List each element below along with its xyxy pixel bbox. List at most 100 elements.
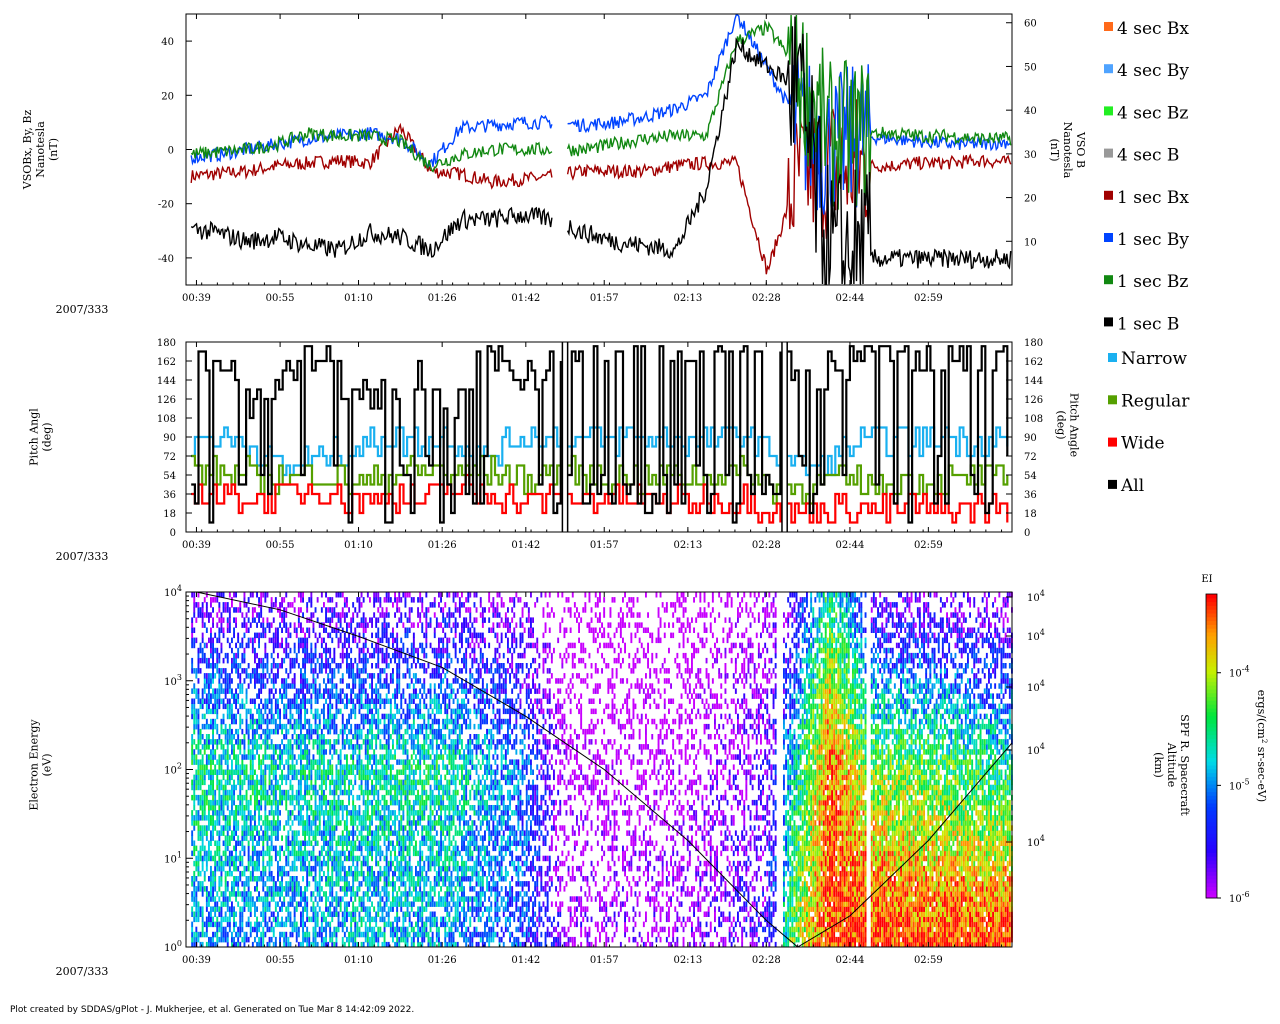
spec-cell xyxy=(366,718,369,725)
spec-cell xyxy=(277,632,279,639)
spec-cell xyxy=(346,647,348,654)
spec-cell xyxy=(325,779,327,786)
spec-cell xyxy=(383,718,386,725)
spec-cell xyxy=(235,850,237,857)
spec-cell xyxy=(381,911,384,917)
spec-cell xyxy=(304,825,306,831)
spec-cell xyxy=(291,769,294,775)
spec-cell xyxy=(193,607,196,613)
spec-cell xyxy=(396,703,399,710)
spec-cell xyxy=(216,713,219,720)
spec-cell xyxy=(272,916,275,923)
spec-cell xyxy=(352,805,355,811)
spec-cell xyxy=(379,683,382,689)
spec-cell xyxy=(300,622,302,628)
spec-cell xyxy=(272,749,275,755)
spec-cell xyxy=(320,794,323,801)
spec-cell xyxy=(224,799,227,806)
spec-cell xyxy=(306,936,309,943)
spec-cell xyxy=(251,779,254,786)
pa-ytick-left-label: 162 xyxy=(157,357,176,368)
spec-cell xyxy=(316,810,319,816)
spec-cell xyxy=(396,916,399,923)
spec-cell xyxy=(222,825,225,831)
spec-cell xyxy=(251,855,254,862)
spec-cell xyxy=(300,941,302,948)
spec-cell xyxy=(362,642,365,649)
spec-cell xyxy=(308,739,311,745)
spec-cell xyxy=(402,592,405,598)
spec-cell xyxy=(333,744,336,750)
spec-cell xyxy=(381,607,384,613)
spec-cell xyxy=(379,926,382,933)
spec-cell xyxy=(291,759,294,765)
spec-cell xyxy=(394,881,396,887)
spec-cell xyxy=(335,622,338,628)
spec-cell xyxy=(316,941,319,948)
spec-cell xyxy=(285,931,288,938)
spec-cell xyxy=(256,830,258,836)
spec-cell xyxy=(335,825,338,831)
spec-cell xyxy=(408,850,411,857)
spec-cell xyxy=(352,830,355,836)
spec-cell xyxy=(341,815,344,821)
spec-cell xyxy=(195,926,198,933)
spec-cell xyxy=(398,769,401,775)
spec-cell xyxy=(375,698,378,704)
spec-cell xyxy=(295,708,298,715)
spec-cell xyxy=(362,683,365,689)
spec-cell xyxy=(417,728,419,735)
spec-cell xyxy=(237,835,240,841)
spec-cell xyxy=(264,881,267,887)
spec-cell xyxy=(375,769,378,775)
spec-cell xyxy=(404,602,407,608)
spec-cell xyxy=(208,850,210,857)
spec-cell xyxy=(264,673,267,679)
spec-cell xyxy=(226,805,229,811)
spec-cell xyxy=(406,820,409,826)
spec-cell xyxy=(333,627,336,633)
spec-cell xyxy=(258,860,260,867)
spec-cell xyxy=(268,688,271,694)
spec-cell xyxy=(262,769,265,775)
spec-cell xyxy=(394,820,396,826)
spec-cell xyxy=(197,708,200,715)
spec-cell xyxy=(352,820,355,826)
spec-cell xyxy=(251,617,254,623)
spec-cell xyxy=(289,764,292,770)
spec-cell xyxy=(352,911,355,917)
spec-cell xyxy=(272,931,275,938)
spec-cell xyxy=(410,921,413,928)
spec-cell xyxy=(308,936,311,943)
spec-cell xyxy=(293,805,296,811)
spec-cell xyxy=(199,941,202,948)
spec-cell xyxy=(274,891,277,897)
spec-cell xyxy=(289,901,292,907)
spec-cell xyxy=(379,825,382,831)
spec-cell xyxy=(362,718,365,725)
spec-cell xyxy=(360,713,363,720)
spec-cell xyxy=(400,835,403,841)
spec-cell xyxy=(383,764,386,770)
spec-cell xyxy=(262,845,265,852)
spec-cell xyxy=(289,865,292,872)
spec-cell xyxy=(201,632,204,639)
spec-cell xyxy=(193,881,196,887)
spec-cell xyxy=(239,642,242,649)
spec-cell xyxy=(314,805,317,811)
spec-cell xyxy=(333,799,336,806)
spec-cell xyxy=(335,688,338,694)
spec-cell xyxy=(364,855,367,862)
spec-cell xyxy=(400,881,403,887)
spec-cell xyxy=(218,810,221,816)
spec-cell xyxy=(235,810,237,816)
spec-cell xyxy=(325,663,327,669)
spec-cell xyxy=(256,931,258,938)
spec-cell xyxy=(300,805,302,811)
spec-cell xyxy=(366,881,369,887)
spec-cell xyxy=(331,911,334,917)
spec-cell xyxy=(300,896,302,902)
spec-cell xyxy=(247,673,250,679)
spec-cell xyxy=(348,713,350,720)
spec-cell xyxy=(241,870,244,877)
